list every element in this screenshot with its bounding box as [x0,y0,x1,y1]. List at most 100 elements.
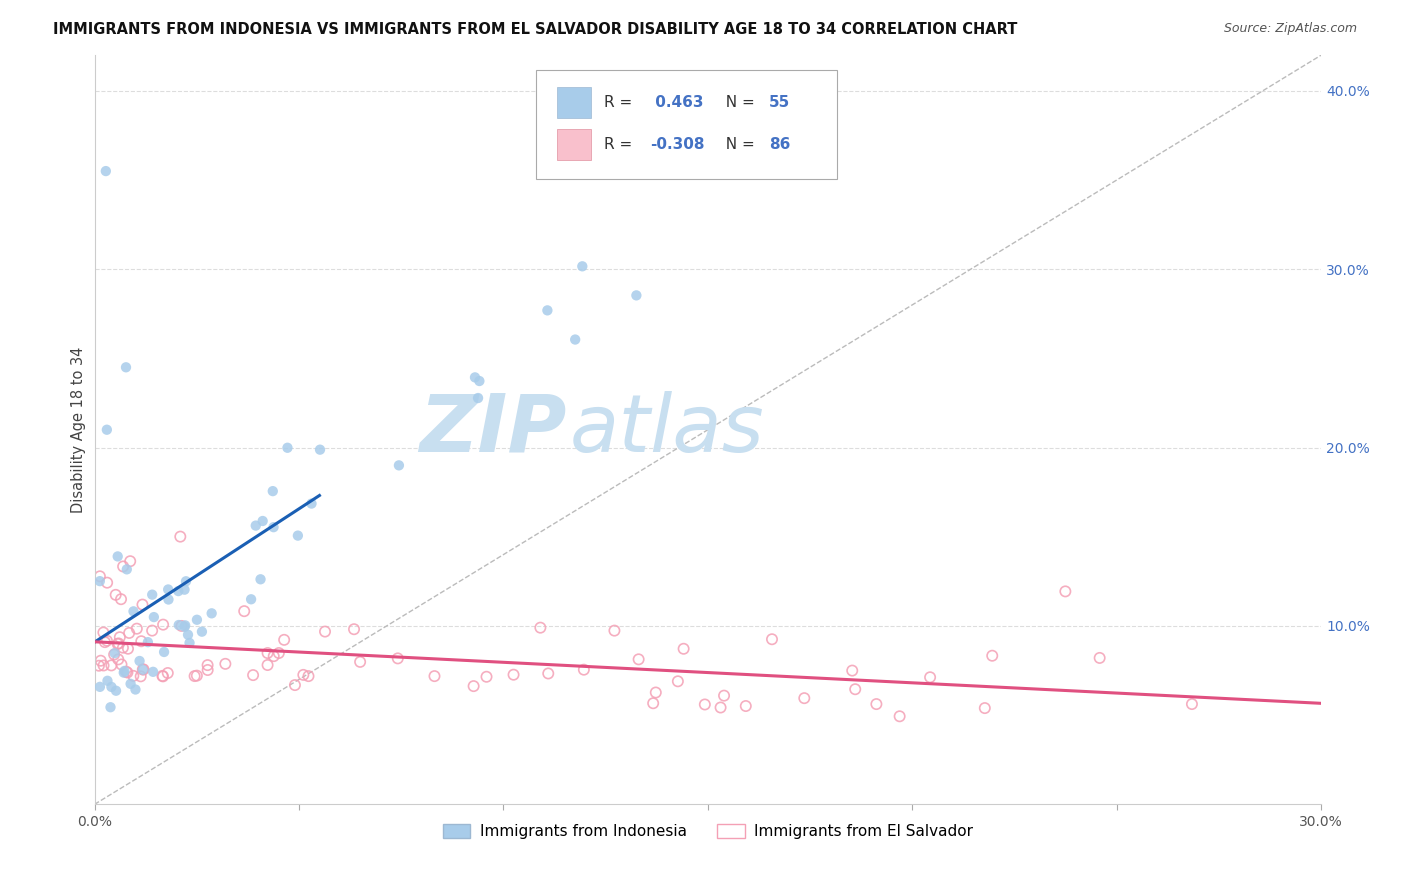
Point [100,658,122,673]
Point [644,685,666,699]
Point [129,634,152,648]
Point [464,370,486,384]
Point [118,626,141,640]
Point [387,651,409,665]
Text: R =: R = [603,136,637,152]
Point [889,709,911,723]
Point [132,663,155,677]
Point [252,514,274,528]
Point [111,640,134,655]
Point [309,442,332,457]
Point [117,641,139,656]
FancyBboxPatch shape [536,70,837,178]
Text: 55: 55 [769,95,790,110]
Point [152,669,174,683]
Point [468,374,491,388]
Point [249,572,271,586]
Point [536,303,558,318]
Point [502,667,524,681]
Point [273,632,295,647]
Point [183,669,205,683]
Point [107,549,129,564]
Point [104,588,127,602]
Point [761,632,783,647]
Point [132,662,155,676]
Point [108,630,131,644]
Text: ZIP: ZIP [419,391,567,468]
Point [626,288,648,302]
Point [132,663,155,677]
Point [263,520,285,534]
Point [191,624,214,639]
Text: R =: R = [603,95,637,110]
Point [267,646,290,660]
Point [93,625,115,640]
Point [197,658,219,673]
Point [152,617,174,632]
Y-axis label: Disability Age 18 to 34: Disability Age 18 to 34 [72,346,86,513]
Point [240,592,263,607]
Point [122,669,145,683]
Point [141,624,163,638]
Point [666,674,689,689]
Point [301,497,323,511]
Point [103,648,125,662]
Text: IMMIGRANTS FROM INDONESIA VS IMMIGRANTS FROM EL SALVADOR DISABILITY AGE 18 TO 34: IMMIGRANTS FROM INDONESIA VS IMMIGRANTS … [53,22,1018,37]
Point [214,657,236,671]
Point [256,658,278,673]
Point [167,618,190,632]
Point [173,620,195,634]
Point [793,691,815,706]
Point [572,663,595,677]
FancyBboxPatch shape [557,87,592,118]
Point [627,652,650,666]
Point [107,636,129,650]
Point [167,584,190,599]
Point [142,665,165,679]
Point [1054,584,1077,599]
Legend: Immigrants from Indonesia, Immigrants from El Salvador: Immigrants from Indonesia, Immigrants fr… [437,818,979,846]
Point [276,441,298,455]
Point [973,701,995,715]
Point [1088,651,1111,665]
Point [96,575,118,590]
Point [537,666,560,681]
Point [169,530,191,544]
Point [89,574,111,589]
Point [388,458,411,473]
Point [124,682,146,697]
Point [529,621,551,635]
Point [1181,697,1204,711]
Point [157,592,180,607]
Point [93,658,115,673]
Point [94,635,117,649]
Point [242,668,264,682]
Point [141,588,163,602]
Point [693,698,716,712]
Point [100,700,122,714]
Point [129,669,152,683]
Point [343,622,366,636]
Point [201,607,224,621]
FancyBboxPatch shape [557,128,592,160]
Point [423,669,446,683]
Text: N =: N = [717,136,761,152]
Point [107,637,129,651]
Point [314,624,336,639]
Point [142,610,165,624]
Point [174,574,197,589]
Point [96,633,118,648]
Point [94,164,117,178]
Point [186,668,208,682]
Point [105,683,128,698]
Point [197,663,219,677]
Point [96,673,118,688]
Point [107,652,129,666]
Text: Source: ZipAtlas.com: Source: ZipAtlas.com [1223,22,1357,36]
Point [865,697,887,711]
Point [152,669,174,683]
Point [110,657,132,672]
Point [349,655,371,669]
Point [87,658,110,673]
Point [104,646,127,660]
